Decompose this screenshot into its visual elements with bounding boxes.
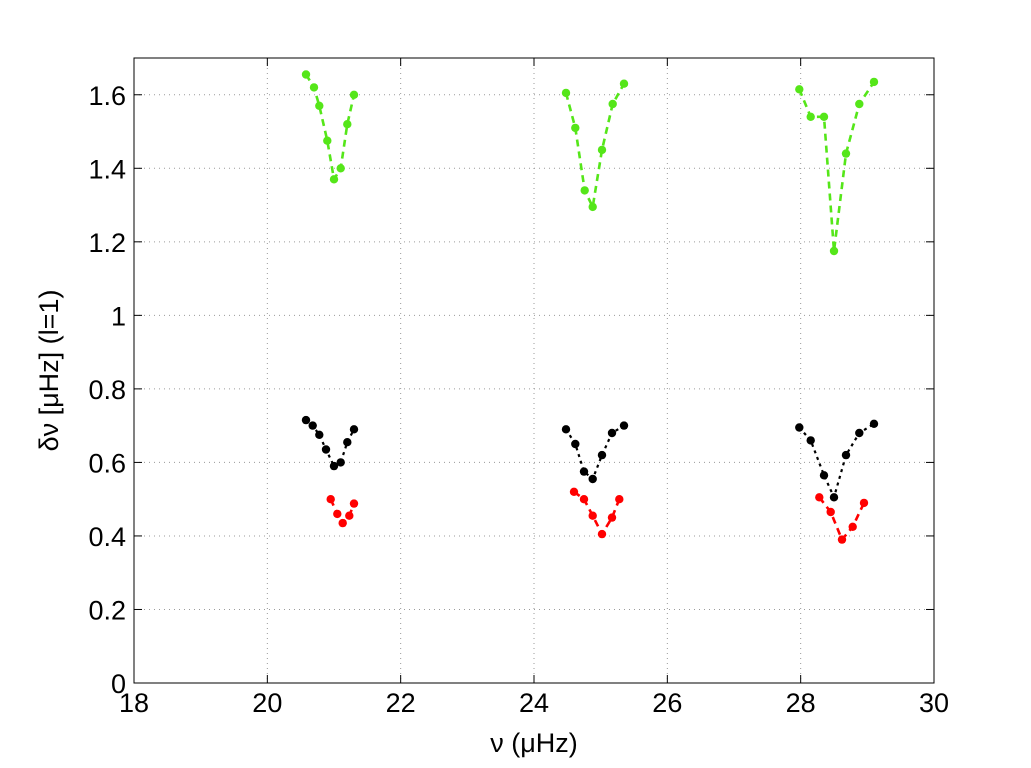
data-point	[608, 99, 617, 109]
y-tick-label: 1	[111, 301, 126, 331]
data-point	[829, 493, 839, 502]
data-point	[561, 425, 571, 434]
data-point	[855, 99, 864, 109]
data-point	[326, 495, 335, 504]
x-tick-label: 26	[652, 688, 682, 718]
data-point	[806, 436, 815, 445]
data-point	[349, 425, 359, 434]
y-tick-label: 1.4	[88, 154, 126, 184]
x-axis-title: ν (μHz)	[490, 728, 578, 758]
data-point	[301, 415, 311, 425]
data-point	[588, 474, 597, 484]
x-tick-label: 18	[119, 688, 149, 718]
series-1	[301, 415, 879, 502]
data-point	[309, 83, 319, 92]
data-point	[329, 461, 339, 471]
y-tick-label: 0.6	[88, 448, 126, 478]
data-point	[795, 85, 804, 94]
x-tick-labels: 18 20 22 24 26 28 30	[119, 688, 949, 718]
data-point	[301, 70, 311, 79]
data-point	[349, 90, 359, 100]
data-point	[338, 518, 347, 528]
data-point	[579, 467, 589, 476]
data-point	[615, 495, 624, 504]
data-point	[321, 445, 331, 454]
x-tick-label: 24	[519, 688, 549, 718]
data-point	[841, 149, 851, 158]
plot-frame	[133, 57, 935, 684]
data-point	[597, 145, 607, 155]
x-tick-label: 30	[919, 688, 949, 718]
data-point	[619, 421, 629, 430]
data-point	[579, 495, 589, 504]
y-tick-label: 0	[111, 669, 126, 699]
data-point	[837, 535, 847, 544]
data-point	[343, 120, 352, 129]
y-tick-label: 0.8	[88, 375, 126, 405]
y-tick-label: 0.4	[88, 522, 126, 552]
grid-lines	[134, 58, 934, 683]
x-tick-label: 22	[386, 688, 416, 718]
data-point	[323, 136, 332, 145]
data-point	[607, 428, 617, 438]
x-tick-label: 20	[252, 688, 282, 718]
data-point	[333, 509, 342, 519]
y-axis-title: δν [μHz] (l=1)	[34, 290, 64, 452]
data-point	[588, 511, 597, 520]
y-tick-label: 1.6	[88, 81, 126, 111]
data-point	[619, 79, 629, 88]
data-point	[819, 112, 829, 122]
data-point	[829, 246, 839, 256]
data-point	[841, 450, 851, 460]
series-line	[798, 81, 876, 252]
y-tick-label: 0.2	[88, 595, 126, 625]
series-2	[326, 487, 869, 544]
data-point	[859, 498, 869, 508]
data-point	[597, 529, 607, 539]
axis-ticks	[133, 58, 935, 684]
data-point	[308, 421, 317, 430]
series-0	[301, 70, 879, 256]
data-point	[345, 511, 354, 520]
data-point	[349, 499, 359, 508]
data-point	[826, 507, 835, 517]
data-point	[329, 175, 339, 184]
data-point	[588, 202, 597, 212]
y-tick-labels: 0 0.2 0.4 0.6 0.8 1 1.2 1.4 1.6	[88, 81, 126, 699]
data-series	[301, 70, 879, 544]
data-point	[315, 430, 324, 439]
data-point	[869, 419, 879, 428]
data-point	[571, 439, 580, 449]
data-point	[315, 101, 324, 111]
data-point	[336, 164, 345, 173]
y-tick-label: 1.2	[88, 228, 126, 258]
data-point	[580, 186, 589, 195]
data-point	[855, 428, 864, 438]
data-point	[336, 458, 345, 467]
data-point	[607, 513, 617, 522]
data-point	[571, 123, 580, 133]
data-point	[343, 438, 352, 447]
data-point	[869, 77, 879, 87]
series-line	[818, 496, 866, 543]
data-point	[569, 487, 579, 496]
data-point	[806, 112, 815, 122]
data-point	[819, 471, 829, 480]
data-point	[848, 522, 857, 531]
data-point	[795, 423, 804, 432]
x-tick-label: 28	[786, 688, 816, 718]
data-point	[597, 450, 607, 460]
data-point	[815, 493, 824, 502]
data-point	[561, 88, 571, 98]
